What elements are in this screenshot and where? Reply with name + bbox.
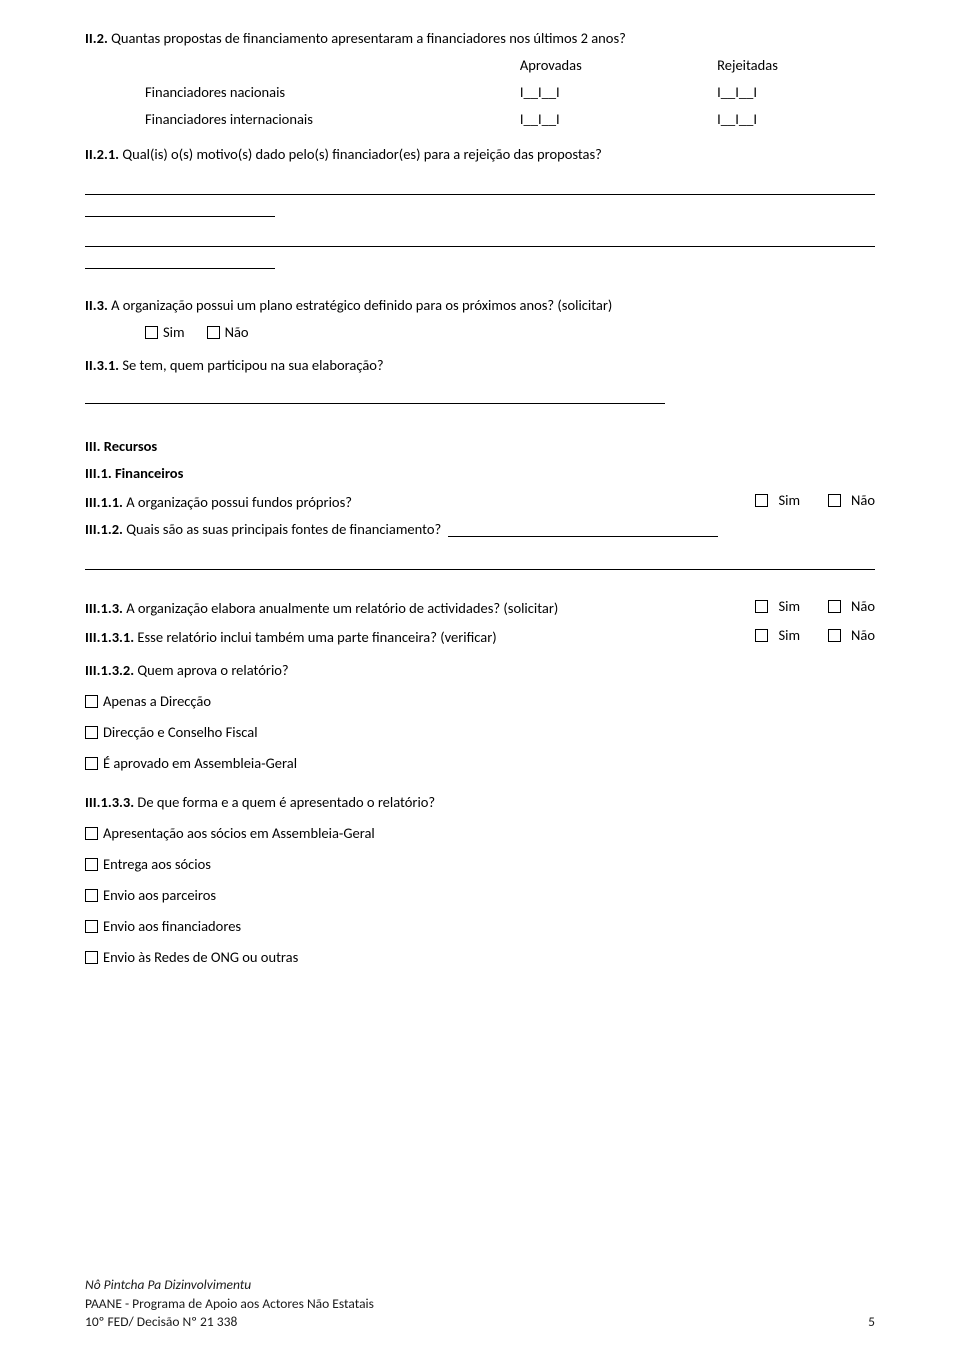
ii3-sim-checkbox[interactable] <box>145 326 158 339</box>
iii131-sim-label: Sim <box>778 625 800 646</box>
q-iii11-row: III.1.1. A organização possui fundos pró… <box>85 490 875 513</box>
iii13-sim-label: Sim <box>778 596 800 617</box>
iii133-opt1-checkbox[interactable] <box>85 827 98 840</box>
iii133-opt4-checkbox[interactable] <box>85 920 98 933</box>
iii131-nao-checkbox[interactable] <box>828 629 841 642</box>
ii2-row2-rejeitadas[interactable]: I__I__I <box>717 109 875 130</box>
iii133-opt2-label: Entrega aos sócios <box>103 855 211 873</box>
iii133-opt5-checkbox[interactable] <box>85 951 98 964</box>
ii21-line1[interactable] <box>85 177 875 195</box>
iii132-opt1-label: Apenas a Direcção <box>103 692 211 710</box>
ii2-row2-label: Financiadores internacionais <box>145 109 520 130</box>
q-iii131-row: III.1.3.1. Esse relatório inclui também … <box>85 625 875 648</box>
ii21-line2[interactable] <box>85 229 875 247</box>
q-iii13-row: III.1.3. A organização elabora anualment… <box>85 596 875 619</box>
ii31-line[interactable] <box>85 386 665 404</box>
iii12-line2[interactable] <box>85 552 875 570</box>
iii132-opt1-checkbox[interactable] <box>85 695 98 708</box>
footer-line3: 10º FED/ Decisão Nº 21 338 <box>85 1313 875 1331</box>
iii11-sim-checkbox[interactable] <box>755 494 768 507</box>
iii133-opt4-label: Envio aos financiadores <box>103 917 241 935</box>
iii-heading: III. Recursos <box>85 436 875 457</box>
q-iii132-title: III.1.3.2. Quem aprova o relatório? <box>85 660 875 681</box>
iii13-nao-label: Não <box>851 596 875 617</box>
ii2-row1-label: Financiadores nacionais <box>145 82 520 103</box>
iii11-nao-label: Não <box>851 490 875 511</box>
ii21-line1b[interactable] <box>85 199 275 217</box>
iii132-opt2-checkbox[interactable] <box>85 726 98 739</box>
ii2-row1-rejeitadas[interactable]: I__I__I <box>717 82 875 103</box>
iii133-opt1-label: Apresentação aos sócios em Assembleia-Ge… <box>103 824 375 842</box>
iii133-opt2-checkbox[interactable] <box>85 858 98 871</box>
ii2-header-rejeitadas: Rejeitadas <box>717 55 875 76</box>
iii131-sim-checkbox[interactable] <box>755 629 768 642</box>
footer-line1: Nô Pintcha Pa Dizinvolvimentu <box>85 1276 875 1294</box>
q-iii11-title: III.1.1. A organização possui fundos pró… <box>85 492 352 513</box>
page-number: 5 <box>868 1313 875 1331</box>
ii21-line2b[interactable] <box>85 251 275 269</box>
ii2-header-aprovadas: Aprovadas <box>520 55 717 76</box>
page-footer: Nô Pintcha Pa Dizinvolvimentu PAANE - Pr… <box>85 1276 875 1331</box>
q-iii12-wrap: III.1.2. Quais são as suas principais fo… <box>85 519 875 540</box>
iii132-opt3-label: É aprovado em Assembleia-Geral <box>103 754 297 772</box>
ii3-nao-label: Não <box>225 323 249 341</box>
iii13-sim-checkbox[interactable] <box>755 600 768 613</box>
iii11-sim-label: Sim <box>778 490 800 511</box>
iii12-fill-inline[interactable] <box>448 536 718 537</box>
ii2-table: Aprovadas Rejeitadas Financiadores nacio… <box>85 55 875 130</box>
iii133-opt5-label: Envio às Redes de ONG ou outras <box>103 948 298 966</box>
footer-line2: PAANE - Programa de Apoio aos Actores Nã… <box>85 1295 875 1313</box>
ii2-row1-aprovadas[interactable]: I__I__I <box>520 82 717 103</box>
iii13-nao-checkbox[interactable] <box>828 600 841 613</box>
ii3-nao-checkbox[interactable] <box>207 326 220 339</box>
ii2-row2-aprovadas[interactable]: I__I__I <box>520 109 717 130</box>
q-iii12-title: III.1.2. Quais são as suas principais fo… <box>85 520 441 538</box>
q-ii21-title: II.2.1. Qual(is) o(s) motivo(s) dado pel… <box>85 144 875 165</box>
q-iii131-title: III.1.3.1. Esse relatório inclui também … <box>85 627 497 648</box>
ii3-sim-label: Sim <box>163 323 185 341</box>
iii133-opt3-label: Envio aos parceiros <box>103 886 216 904</box>
iii132-opt2-label: Direcção e Conselho Fiscal <box>103 723 258 741</box>
iii131-nao-label: Não <box>851 625 875 646</box>
q-ii2-title: II.2. Quantas propostas de financiamento… <box>85 28 875 49</box>
q-ii31-title: II.3.1. Se tem, quem participou na sua e… <box>85 355 875 376</box>
iii133-opt3-checkbox[interactable] <box>85 889 98 902</box>
q-ii3-title: II.3. A organização possui um plano estr… <box>85 295 875 316</box>
iii132-opt3-checkbox[interactable] <box>85 757 98 770</box>
iii1-heading: III.1. Financeiros <box>85 463 875 484</box>
q-iii13-title: III.1.3. A organização elabora anualment… <box>85 598 558 619</box>
q-iii133-title: III.1.3.3. De que forma e a quem é apres… <box>85 792 875 813</box>
iii11-nao-checkbox[interactable] <box>828 494 841 507</box>
